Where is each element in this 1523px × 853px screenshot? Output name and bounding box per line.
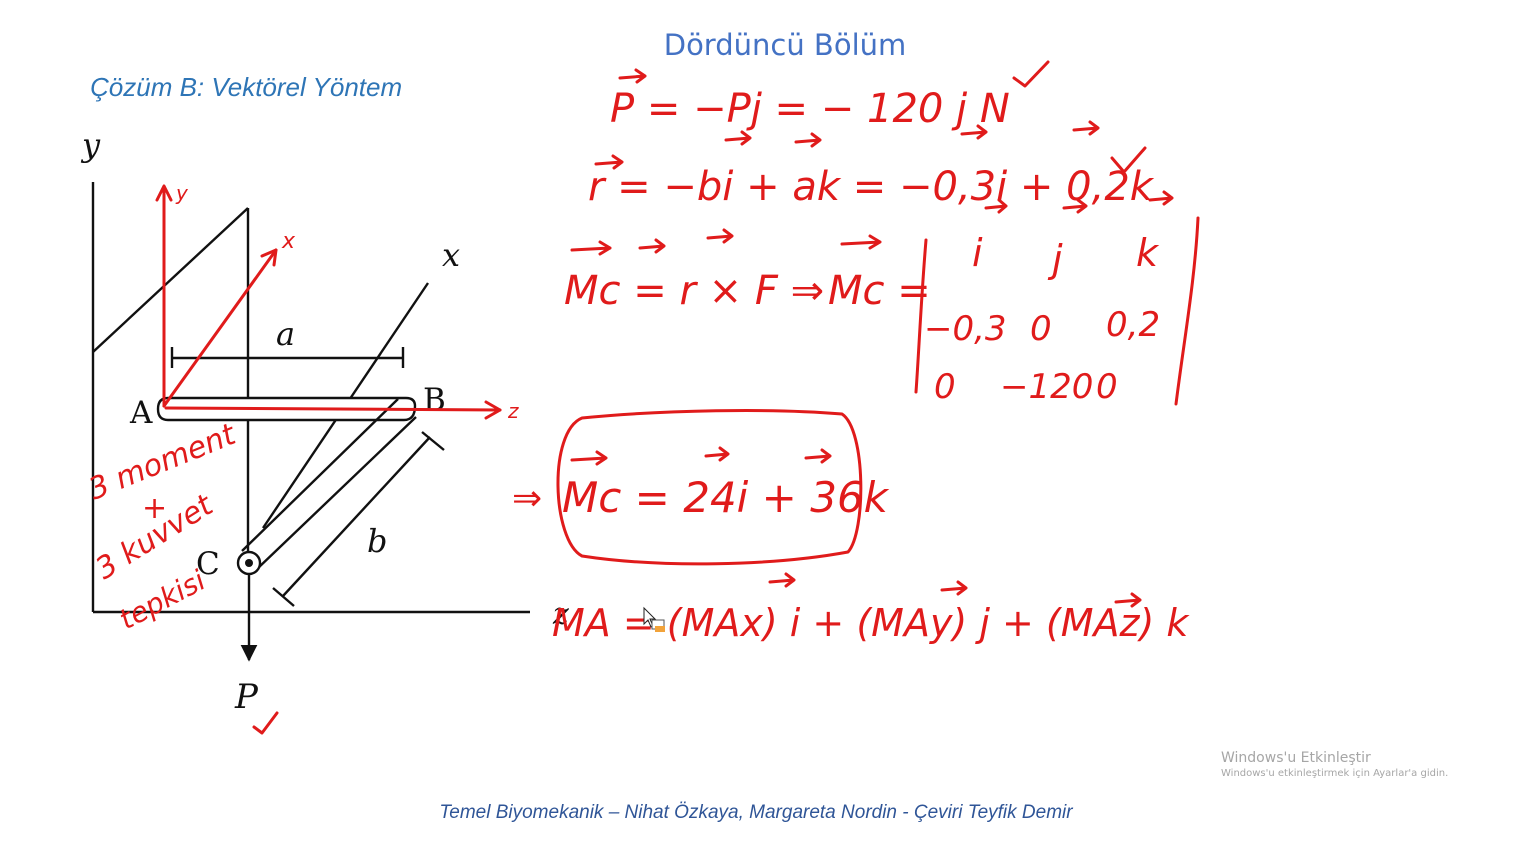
matrix-r1-c1: 0 (1030, 309, 1052, 349)
matrix-r0-c2: k (1136, 231, 1160, 275)
label-point-a: A (129, 395, 153, 431)
rod-bc-edge-top (241, 398, 399, 552)
ink-annotations (155, 60, 1200, 735)
check-mark-icon (252, 711, 279, 735)
matrix-r1-c0: −0,3 (924, 309, 1007, 349)
watermark-line2: Windows'u etkinleştirmek için Ayarlar'a … (1221, 768, 1449, 779)
mechanics-figure (91, 182, 530, 662)
check-mark-icon (1110, 146, 1147, 174)
ink-x-axis (162, 248, 278, 408)
note-tepkisi: tepkisi (114, 564, 211, 637)
ink-z-axis (164, 406, 502, 412)
equation-ma: MA = (MAx) i + (MAy) j + (MAz) k (552, 601, 1190, 645)
result-box (556, 409, 863, 566)
watermark-line1: Windows'u Etkinleştir (1221, 750, 1371, 766)
figure-labels: y x z a b A B C P (80, 126, 569, 717)
equation-moment-def: Mc = r × F ⇒ (564, 268, 824, 314)
matrix-r1-c2: 0,2 (1106, 305, 1160, 345)
ink-label-z: z (507, 399, 519, 423)
rod-bc-edge-bottom (256, 416, 417, 570)
ink-label-x: x (281, 229, 296, 254)
slide-title: Dördüncü Bölüm (663, 28, 907, 62)
label-point-c: C (196, 546, 220, 582)
dimension-b-line (282, 436, 431, 597)
solution-subtitle: Çözüm B: Vektörel Yöntem (90, 72, 403, 102)
label-x: x (442, 236, 460, 274)
matrix-r0-c1: j (1047, 237, 1063, 281)
matrix-r2-c0: 0 (934, 367, 956, 407)
check-mark-icon (1012, 60, 1050, 88)
equation-result: Mc = 24i + 36k (562, 473, 890, 522)
matrix-r2-c2: 0 (1096, 367, 1118, 407)
slide-footer: Temel Biyomekanik – Nihat Özkaya, Margar… (439, 802, 1073, 823)
result-arrow: ⇒ (512, 478, 542, 519)
label-point-b: B (423, 382, 446, 418)
determinant-right-bar (1174, 216, 1200, 406)
label-a: a (276, 315, 295, 353)
note-plus: + (142, 491, 167, 526)
label-p: P (234, 677, 259, 717)
equation-moment-lhs: Mc = (828, 268, 931, 314)
equation-p: P = −Pj = − 120 j N (610, 86, 1010, 132)
matrix-r0-c0: i (972, 231, 983, 275)
mouse-cursor-icon (643, 606, 665, 632)
determinant-left-bar (914, 238, 928, 394)
determinant-matrix: i j k −0,3 0 0,2 0 −120 0 (924, 231, 1160, 407)
ink-label-y: y (175, 181, 189, 205)
equation-r: r = −bi + ak = −0,3i + 0,2k (588, 164, 1155, 210)
label-y: y (80, 126, 101, 164)
wall-edge-top (92, 207, 249, 353)
matrix-r2-c1: −120 (1000, 367, 1093, 407)
label-b: b (367, 522, 387, 560)
windows-activation-watermark: Windows'u Etkinleştir Windows'u etkinleş… (1221, 750, 1448, 779)
label-z: z (552, 597, 569, 632)
